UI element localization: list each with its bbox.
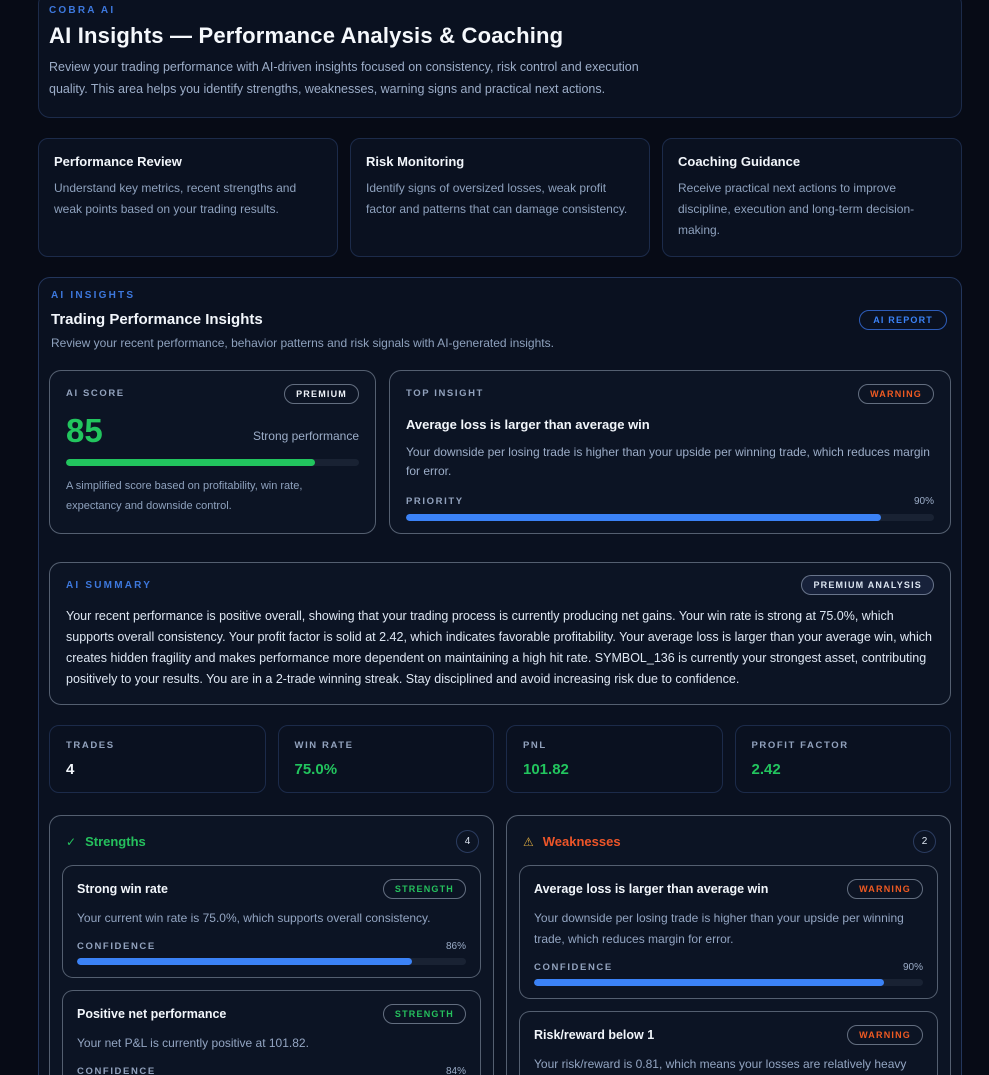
priority-bar	[406, 514, 934, 522]
insights-section-header: AI INSIGHTS Trading Performance Insights…	[49, 288, 951, 350]
ai-summary-card: AI SUMMARY PREMIUM ANALYSIS Your recent …	[49, 562, 951, 706]
priority-value: 90%	[913, 496, 934, 508]
top-insight-description: Your downside per losing trade is higher…	[406, 444, 930, 478]
finding-title: Positive net performance	[77, 1007, 227, 1022]
insights-description: Review your recent performance, behavior…	[51, 335, 554, 350]
check-icon: ✓	[66, 834, 77, 849]
feature-cards-row: Performance Review Understand key metric…	[38, 137, 962, 257]
confidence-label: CONFIDENCE	[77, 941, 156, 953]
score-row: AI SCORE PREMIUM 85 Strong performance A…	[49, 369, 951, 535]
feature-description: Understand key metrics, recent strengths…	[54, 180, 297, 216]
confidence-bar-fill	[534, 979, 885, 987]
feature-title: Risk Monitoring	[366, 153, 465, 169]
ai-summary-text: Your recent performance is positive over…	[66, 609, 932, 687]
confidence-bar-fill	[77, 958, 412, 966]
finding-description: Your downside per losing trade is higher…	[534, 911, 904, 947]
stat-profit-factor: PROFIT FACTOR 2.42	[734, 725, 951, 794]
insights-eyebrow: AI INSIGHTS	[51, 289, 136, 301]
weaknesses-panel: ⚠ Weaknesses 2 Average loss is larger th…	[506, 815, 951, 1075]
warning-badge: WARNING	[858, 383, 934, 404]
page-title: AI Insights — Performance Analysis & Coa…	[49, 23, 564, 48]
finding-description: Your current win rate is 75.0%, which su…	[77, 911, 431, 926]
feature-card-performance-review: Performance Review Understand key metric…	[38, 137, 338, 257]
stat-label: PROFIT FACTOR	[751, 740, 849, 752]
strength-badge: STRENGTH	[382, 879, 466, 900]
strength-badge: STRENGTH	[382, 1004, 466, 1025]
finding-description: Your risk/reward is 0.81, which means yo…	[534, 1057, 907, 1072]
ai-score-bar-fill	[66, 458, 316, 466]
feature-card-risk-monitoring: Risk Monitoring Identify signs of oversi…	[350, 137, 650, 257]
insights-section: AI INSIGHTS Trading Performance Insights…	[38, 276, 962, 1075]
confidence-value: 86%	[445, 941, 466, 953]
finding-description: Your net P&L is currently positive at 10…	[77, 1036, 309, 1051]
stat-label: PNL	[523, 740, 547, 752]
confidence-bar	[77, 958, 466, 966]
top-insight-card: TOP INSIGHT WARNING Average loss is larg…	[389, 369, 951, 535]
stat-trades: TRADES 4	[49, 725, 266, 794]
ai-score-note: Strong performance	[252, 428, 359, 443]
brand-label: COBRA AI	[49, 5, 116, 16]
confidence-value: 90%	[902, 962, 923, 974]
page-description: Review your trading performance with AI-…	[49, 60, 639, 96]
warning-badge: WARNING	[847, 1025, 923, 1046]
stat-value: 4	[66, 761, 75, 779]
confidence-label: CONFIDENCE	[534, 962, 613, 974]
ai-summary-label: AI SUMMARY	[66, 579, 153, 591]
stat-win-rate: WIN RATE 75.0%	[277, 725, 494, 794]
stat-pnl: PNL 101.82	[506, 725, 723, 794]
stat-label: TRADES	[66, 740, 115, 752]
strength-card-win-rate: Strong win rate STRENGTH Your current wi…	[62, 865, 481, 979]
ai-score-description: A simplified score based on profitabilit…	[66, 479, 303, 512]
feature-title: Performance Review	[54, 153, 182, 169]
finding-title: Average loss is larger than average win	[534, 882, 769, 897]
top-insight-title: Average loss is larger than average win	[406, 416, 650, 432]
ai-score-bar	[66, 458, 359, 466]
confidence-label: CONFIDENCE	[77, 1066, 156, 1075]
confidence-bar	[534, 979, 923, 987]
premium-analysis-badge: PREMIUM ANALYSIS	[801, 575, 934, 596]
warning-badge: WARNING	[847, 879, 923, 900]
ai-report-button[interactable]: AI REPORT	[859, 309, 947, 330]
ai-score-value: 85	[66, 411, 103, 449]
stat-value: 2.42	[751, 761, 781, 779]
stats-row: TRADES 4 WIN RATE 75.0% PNL 101.82 PROFI…	[49, 725, 951, 794]
feature-description: Identify signs of oversized losses, weak…	[366, 180, 628, 216]
feature-title: Coaching Guidance	[678, 153, 801, 169]
priority-label: PRIORITY	[406, 496, 464, 508]
strength-card-net-performance: Positive net performance STRENGTH Your n…	[62, 990, 481, 1075]
weakness-card-risk-reward: Risk/reward below 1 WARNING Your risk/re…	[519, 1011, 938, 1075]
strengths-title: Strengths	[85, 834, 146, 850]
strengths-count-badge: 4	[456, 830, 479, 854]
feature-card-coaching-guidance: Coaching Guidance Receive practical next…	[662, 137, 962, 257]
confidence-value: 84%	[445, 1066, 466, 1075]
insights-title: Trading Performance Insights	[51, 310, 263, 328]
ai-score-card: AI SCORE PREMIUM 85 Strong performance A…	[49, 369, 376, 535]
feature-description: Receive practical next actions to improv…	[678, 180, 915, 237]
warning-triangle-icon: ⚠	[523, 834, 534, 849]
finding-title: Risk/reward below 1	[534, 1028, 655, 1043]
weaknesses-count-badge: 2	[913, 830, 936, 854]
ai-score-label: AI SCORE	[66, 388, 125, 400]
priority-bar-fill	[406, 514, 882, 522]
stat-label: WIN RATE	[294, 740, 354, 752]
top-insight-label: TOP INSIGHT	[406, 388, 484, 400]
stat-value: 101.82	[523, 761, 569, 779]
weakness-card-average-loss: Average loss is larger than average win …	[519, 865, 938, 1000]
page-container: COBRA AI AI Insights — Performance Analy…	[38, 0, 962, 1075]
premium-badge: PREMIUM	[284, 383, 359, 404]
stat-value: 75.0%	[294, 761, 338, 779]
finding-title: Strong win rate	[77, 882, 168, 897]
findings-columns: ✓ Strengths 4 Strong win rate STRENGTH Y…	[49, 815, 951, 1075]
weaknesses-title: Weaknesses	[542, 834, 621, 850]
page-header: COBRA AI AI Insights — Performance Analy…	[38, 0, 962, 118]
strengths-panel: ✓ Strengths 4 Strong win rate STRENGTH Y…	[49, 815, 494, 1075]
